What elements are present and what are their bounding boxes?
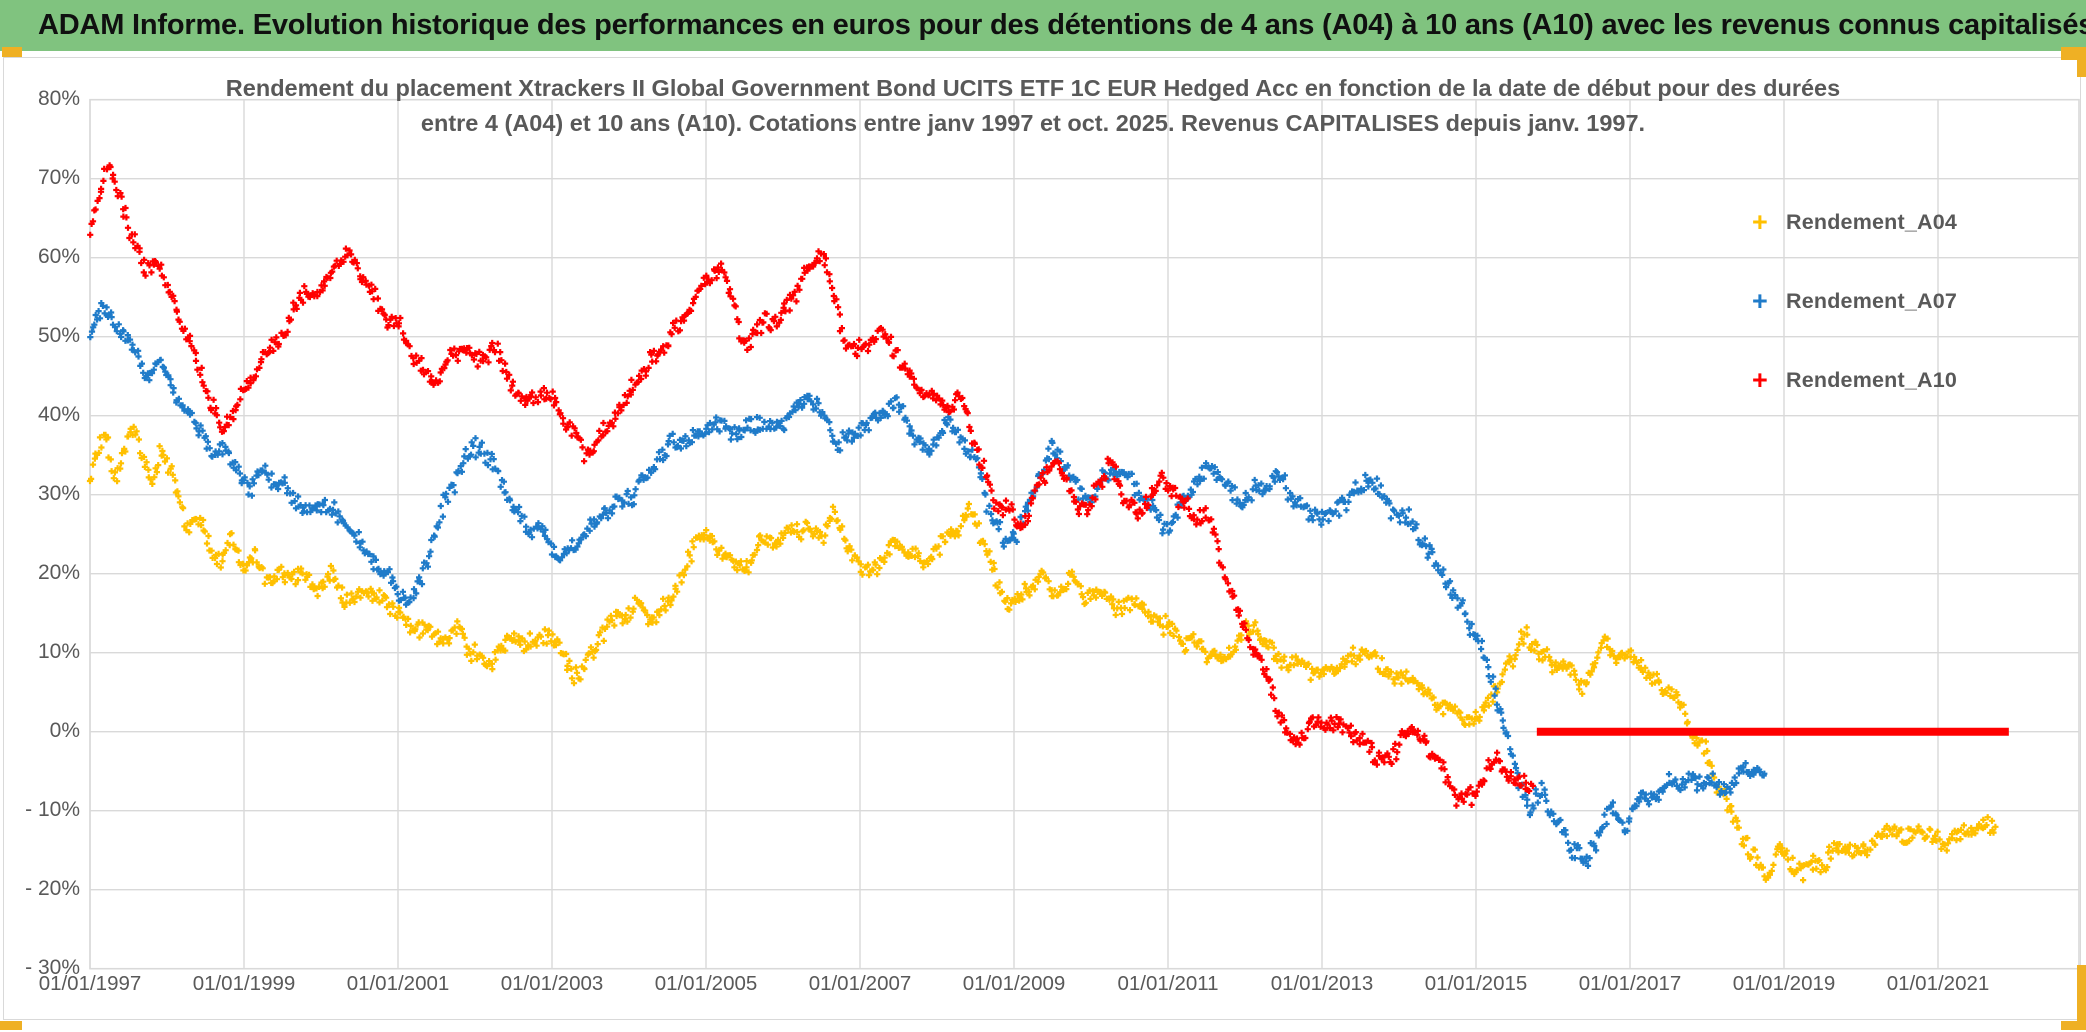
plus-marker-icon: + [1752, 365, 1768, 395]
x-tick-label: 01/01/2017 [1578, 972, 1682, 995]
y-tick-label: - 30% [25, 955, 80, 979]
gold-accent-right-strip [2077, 965, 2086, 1029]
x-tick-label: 01/01/1999 [192, 972, 296, 995]
legend-label-a10: Rendement_A10 [1786, 367, 1958, 392]
gold-accent-banner-left [2, 47, 22, 57]
y-tick-label: 50% [37, 323, 80, 347]
x-tick-label: 01/01/2003 [500, 972, 604, 995]
gold-accent-banner-right-col [2077, 47, 2086, 77]
plus-marker-icon: + [1752, 207, 1768, 237]
x-tick-label: 01/01/2001 [346, 972, 450, 995]
y-tick-label: - 20% [25, 876, 80, 900]
y-tick-label: 40% [37, 402, 80, 426]
x-tick-label: 01/01/2009 [962, 972, 1066, 995]
chart-title: Rendement du placement Xtrackers II Glob… [10, 71, 2056, 141]
legend-item-a07: + Rendement_A07 [1752, 285, 1957, 317]
gold-accent-bottom-right [2061, 1021, 2086, 1030]
y-tick-label: 60% [37, 244, 80, 268]
legend-label-a07: Rendement_A07 [1786, 288, 1958, 313]
legend-item-a04: + Rendement_A04 [1752, 206, 1957, 238]
x-tick-label: 01/01/2021 [1886, 972, 1990, 995]
x-tick-label: 01/01/2007 [808, 972, 912, 995]
chart-legend: + Rendement_A04 + Rendement_A07 + Rendem… [1752, 206, 1957, 443]
x-tick-label: 01/01/2015 [1424, 972, 1528, 995]
x-tick-label: 01/01/2019 [1732, 972, 1836, 995]
banner-title: ADAM Informe. Evolution historique des p… [38, 9, 2086, 41]
y-tick-label: 10% [37, 639, 80, 663]
y-tick-label: 0% [49, 718, 80, 742]
y-tick-label: 30% [37, 481, 80, 505]
y-tick-label: - 10% [25, 797, 80, 821]
plus-marker-icon: + [1752, 286, 1768, 316]
y-tick-label: 70% [37, 165, 80, 189]
banner: ADAM Informe. Evolution historique des p… [0, 0, 2086, 51]
chart-outer-frame [3, 57, 2081, 1020]
gold-accent-bottom-left [0, 1021, 22, 1030]
chart-title-line2: entre 4 (A04) et 10 ans (A10). Cotations… [420, 110, 1646, 136]
y-tick-label: 20% [37, 560, 80, 584]
legend-label-a04: Rendement_A04 [1786, 209, 1958, 234]
x-tick-label: 01/01/2011 [1117, 972, 1219, 995]
y-tick-label: 80% [37, 86, 80, 110]
x-tick-label: 01/01/2013 [1270, 972, 1374, 995]
x-tick-label: 01/01/1997 [38, 972, 142, 995]
chart-title-line1: Rendement du placement Xtrackers II Glob… [225, 75, 1841, 101]
legend-item-a10: + Rendement_A10 [1752, 364, 1957, 396]
x-tick-label: 01/01/2005 [654, 972, 758, 995]
